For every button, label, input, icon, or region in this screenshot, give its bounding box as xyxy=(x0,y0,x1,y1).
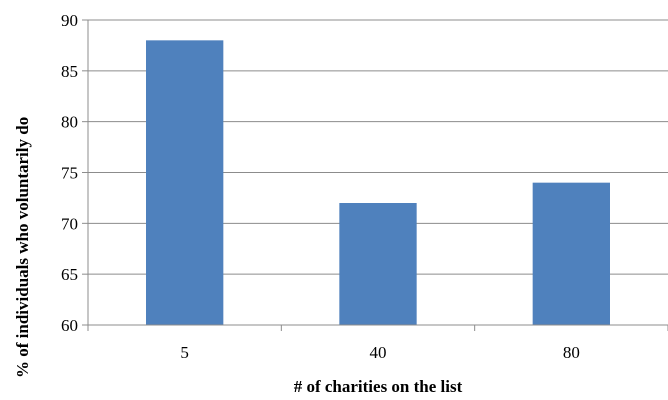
x-tick-label: 80 xyxy=(563,343,580,362)
x-tick-label: 5 xyxy=(180,343,189,362)
bar-40 xyxy=(339,203,417,325)
tick-labels: 60 65 70 75 80 85 90 5 40 80 xyxy=(61,11,580,362)
y-tick-label: 60 xyxy=(61,316,78,335)
axes xyxy=(87,20,668,326)
y-tick-label: 85 xyxy=(61,62,78,81)
y-tick-label: 70 xyxy=(61,214,78,233)
y-axis-title: % of individuals who voluntarily do xyxy=(13,117,32,378)
y-tick-label: 65 xyxy=(61,265,78,284)
x-tick-label: 40 xyxy=(370,343,387,362)
y-tick-label: 75 xyxy=(61,164,78,183)
bar-5 xyxy=(146,40,224,325)
y-tick-label: 90 xyxy=(61,11,78,30)
y-tick-label: 80 xyxy=(61,113,78,132)
x-axis-title: # of charities on the list xyxy=(294,377,463,396)
bars xyxy=(146,40,610,325)
bar-80 xyxy=(532,182,610,325)
